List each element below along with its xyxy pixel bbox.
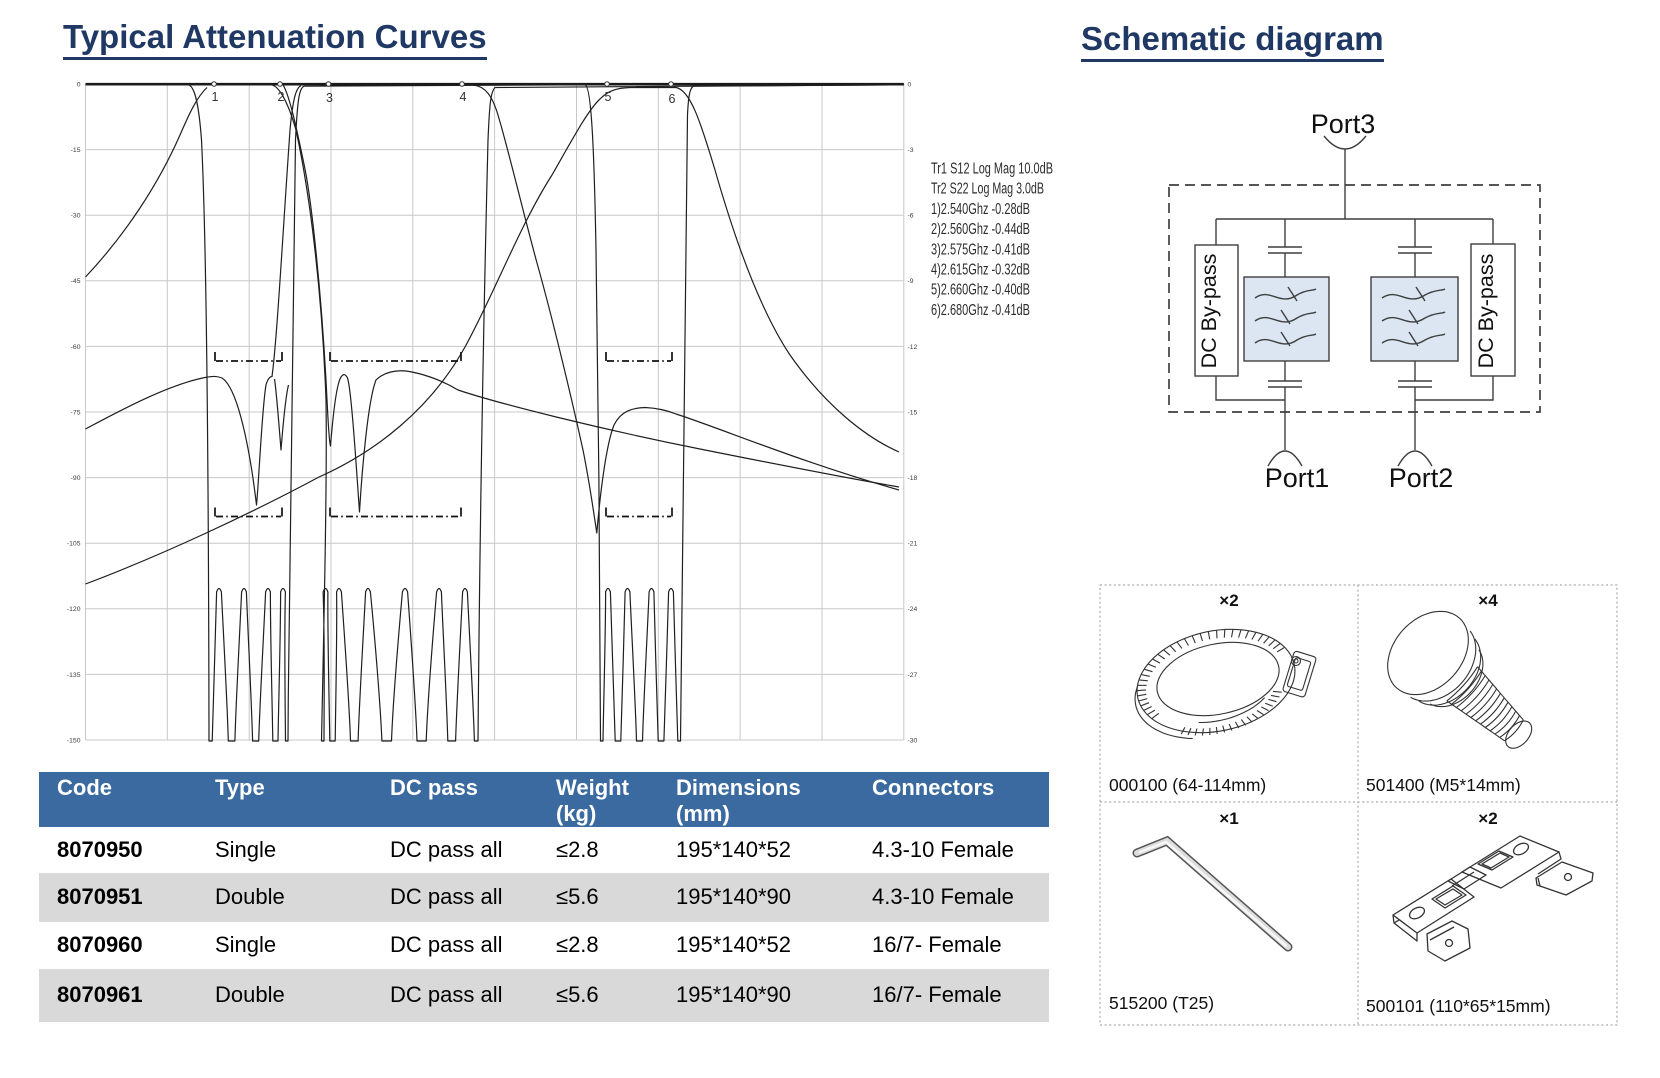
svg-text:501400 (M5*14mm): 501400 (M5*14mm) xyxy=(1366,775,1521,795)
svg-text:0: 0 xyxy=(908,81,912,88)
svg-text:500101 (110*65*15mm): 500101 (110*65*15mm) xyxy=(1366,996,1551,1016)
svg-text:-15: -15 xyxy=(908,409,918,416)
svg-text:Port1: Port1 xyxy=(1265,463,1330,493)
svg-text:DC By-pass: DC By-pass xyxy=(1474,254,1498,369)
svg-text:Port2: Port2 xyxy=(1389,463,1454,493)
svg-text:×4: ×4 xyxy=(1478,591,1498,610)
svg-text:2)2.560Ghz -0.44dB: 2)2.560Ghz -0.44dB xyxy=(931,221,1030,238)
svg-text:Tr2 S22 Log Mag 3.0dB: Tr2 S22 Log Mag 3.0dB xyxy=(931,181,1044,198)
svg-text:1)2.540Ghz -0.28dB: 1)2.540Ghz -0.28dB xyxy=(931,201,1030,218)
svg-text:5: 5 xyxy=(605,90,612,104)
svg-text:3)2.575Ghz -0.41dB: 3)2.575Ghz -0.41dB xyxy=(931,241,1030,258)
svg-text:-45: -45 xyxy=(71,278,81,285)
svg-text:-18: -18 xyxy=(908,475,918,482)
svg-text:-30: -30 xyxy=(908,737,918,744)
svg-text:2: 2 xyxy=(278,90,285,104)
svg-text:000100 (64-114mm): 000100 (64-114mm) xyxy=(1109,775,1266,795)
svg-text:-3: -3 xyxy=(908,147,914,154)
svg-text:-120: -120 xyxy=(67,606,81,613)
svg-text:-30: -30 xyxy=(71,213,81,220)
svg-text:-60: -60 xyxy=(71,344,81,351)
svg-text:Tr1 S12 Log Mag 10.0dB: Tr1 S12 Log Mag 10.0dB xyxy=(931,161,1053,178)
svg-text:6: 6 xyxy=(669,92,676,106)
svg-text:-15: -15 xyxy=(71,147,81,154)
svg-text:-75: -75 xyxy=(71,409,81,416)
svg-text:3: 3 xyxy=(326,91,333,105)
svg-text:Port3: Port3 xyxy=(1311,109,1376,139)
svg-text:-21: -21 xyxy=(908,541,918,548)
svg-text:-105: -105 xyxy=(67,541,81,548)
svg-text:-12: -12 xyxy=(908,344,918,351)
svg-text:1: 1 xyxy=(212,90,219,104)
svg-text:×1: ×1 xyxy=(1219,809,1238,828)
svg-text:6)2.680Ghz -0.41dB: 6)2.680Ghz -0.41dB xyxy=(931,302,1030,319)
svg-text:-27: -27 xyxy=(908,672,918,679)
svg-text:-90: -90 xyxy=(71,475,81,482)
svg-text:4: 4 xyxy=(460,90,467,104)
svg-text:5)2.660Ghz -0.40dB: 5)2.660Ghz -0.40dB xyxy=(931,282,1030,299)
svg-text:4)2.615Ghz -0.32dB: 4)2.615Ghz -0.32dB xyxy=(931,262,1030,279)
svg-text:-9: -9 xyxy=(908,278,914,285)
svg-text:×2: ×2 xyxy=(1478,809,1497,828)
svg-text:-24: -24 xyxy=(908,606,918,613)
svg-text:0: 0 xyxy=(77,81,81,88)
svg-text:-135: -135 xyxy=(67,672,81,679)
svg-text:DC By-pass: DC By-pass xyxy=(1197,254,1221,369)
svg-text:×2: ×2 xyxy=(1219,591,1238,610)
svg-text:515200 (T25): 515200 (T25) xyxy=(1109,993,1214,1013)
svg-text:-6: -6 xyxy=(908,213,914,220)
svg-text:-150: -150 xyxy=(67,737,81,744)
